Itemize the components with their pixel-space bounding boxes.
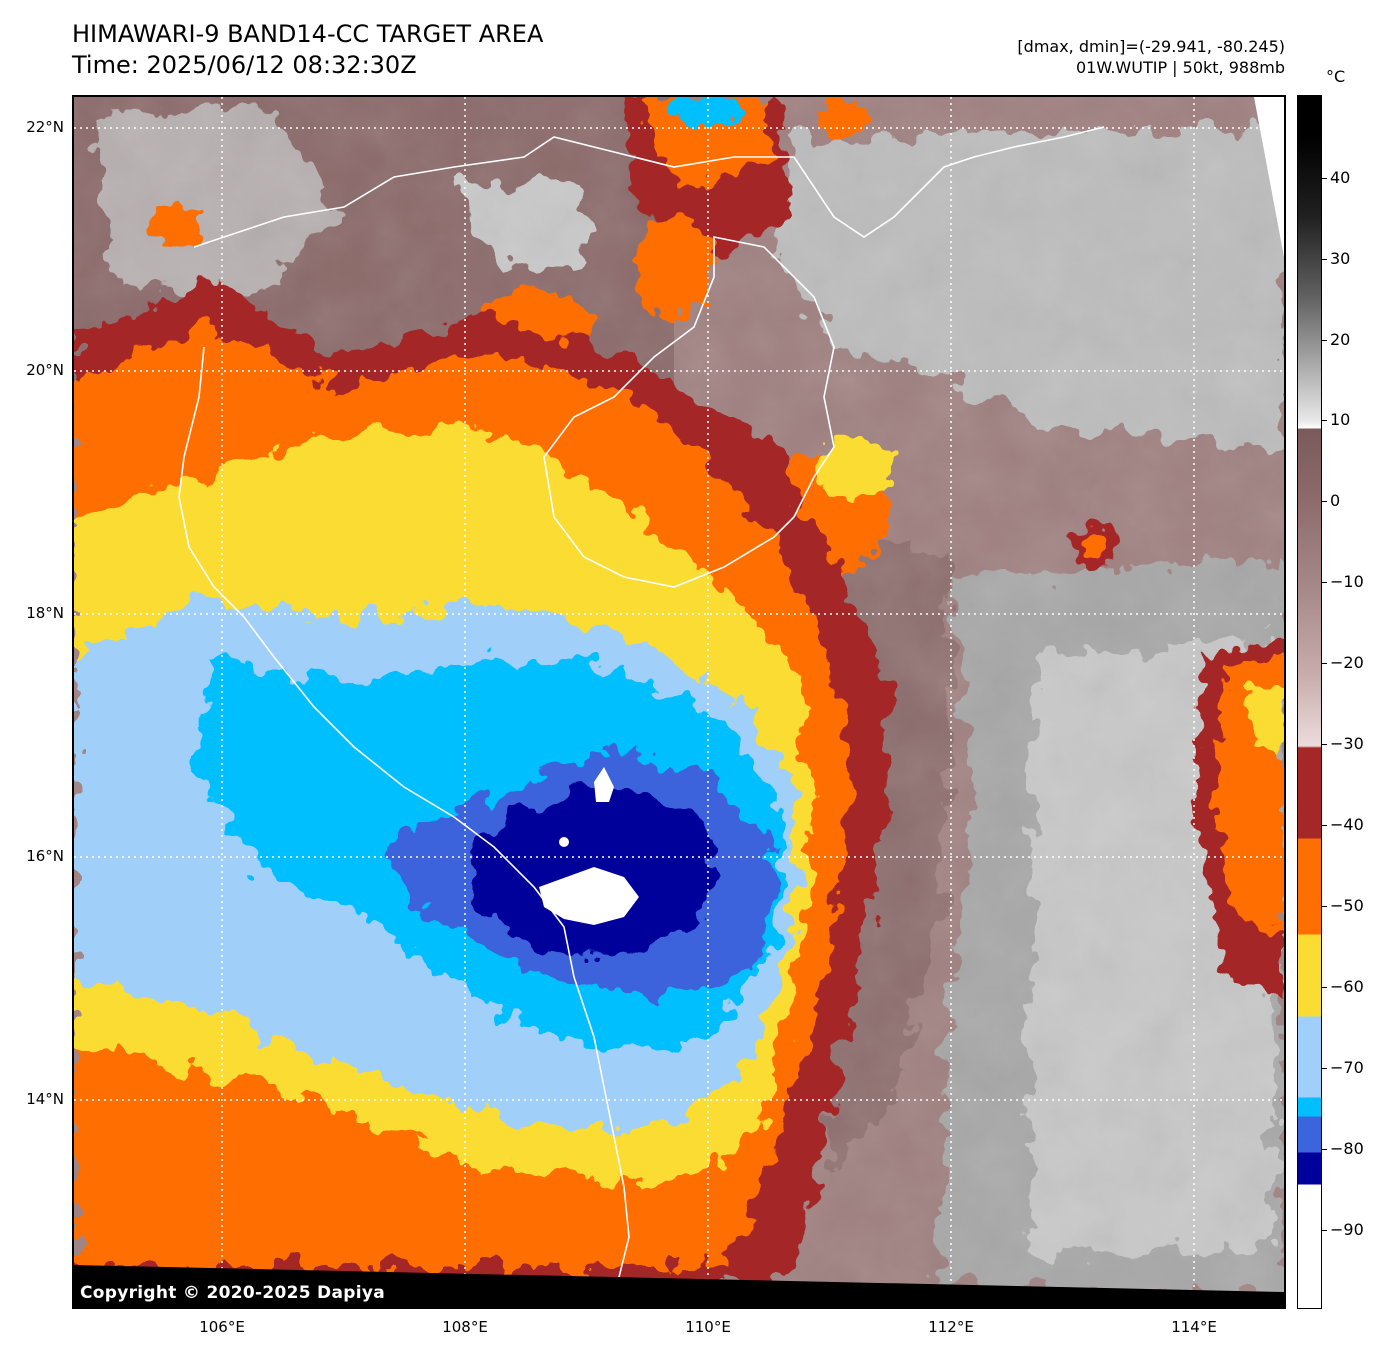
lon-label-112e: 112°E bbox=[928, 1318, 974, 1336]
colorbar-tick-minus10: −10 bbox=[1330, 572, 1364, 591]
lat-label-18n: 18°N bbox=[26, 604, 64, 622]
lon-label-114e: 114°E bbox=[1171, 1318, 1217, 1336]
lon-label-106e: 106°E bbox=[199, 1318, 245, 1336]
lat-label-16n: 16°N bbox=[26, 847, 64, 865]
colorbar-tick-minus80: −80 bbox=[1330, 1139, 1364, 1158]
scan-edge-bottom bbox=[74, 1265, 1284, 1307]
colorbar-tick-30: 30 bbox=[1330, 249, 1351, 268]
temperature-colorbar bbox=[1297, 95, 1322, 1309]
colorbar-unit: °C bbox=[1326, 67, 1346, 86]
lon-label-108e: 108°E bbox=[442, 1318, 488, 1336]
range-info: [dmax, dmin]=(-29.941, -80.245) bbox=[1017, 37, 1285, 56]
coldest-cloud-tops bbox=[539, 767, 639, 925]
east-convection bbox=[1072, 523, 1284, 997]
colorbar-tick-10: 10 bbox=[1330, 410, 1351, 429]
lat-label-20n: 20°N bbox=[26, 361, 64, 379]
colorbar-tick-20: 20 bbox=[1330, 330, 1351, 349]
colorbar-tick-minus30: −30 bbox=[1330, 734, 1364, 753]
colorbar-tick-minus70: −70 bbox=[1330, 1058, 1364, 1077]
lat-label-14n: 14°N bbox=[26, 1090, 64, 1108]
satellite-imagery bbox=[74, 97, 1284, 1307]
colorbar-tick-40: 40 bbox=[1330, 168, 1351, 187]
colorbar-tick-minus90: −90 bbox=[1330, 1220, 1364, 1239]
colorbar-tick-0: 0 bbox=[1330, 491, 1341, 510]
coastline bbox=[178, 126, 1105, 1307]
scan-edge-right bbox=[1254, 97, 1284, 257]
map-timestamp: Time: 2025/06/12 08:32:30Z bbox=[72, 51, 417, 79]
typhoon-cloud-shield bbox=[74, 277, 894, 1287]
satellite-map: Copyright © 2020-2025 Dapiya bbox=[72, 95, 1286, 1309]
map-title: HIMAWARI-9 BAND14-CC TARGET AREA bbox=[72, 20, 544, 48]
lat-label-22n: 22°N bbox=[26, 118, 64, 136]
colorbar-tick-minus60: −60 bbox=[1330, 977, 1364, 996]
map-gridlines bbox=[74, 97, 1284, 1307]
colorbar-tick-minus40: −40 bbox=[1330, 815, 1364, 834]
colorbar-tick-minus50: −50 bbox=[1330, 896, 1364, 915]
colorbar-tick-minus20: −20 bbox=[1330, 653, 1364, 672]
copyright-notice: Copyright © 2020-2025 Dapiya bbox=[80, 1283, 385, 1303]
north-convection bbox=[144, 97, 894, 577]
storm-info: 01W.WUTIP | 50kt, 988mb bbox=[1075, 58, 1285, 77]
lon-label-110e: 110°E bbox=[685, 1318, 731, 1336]
